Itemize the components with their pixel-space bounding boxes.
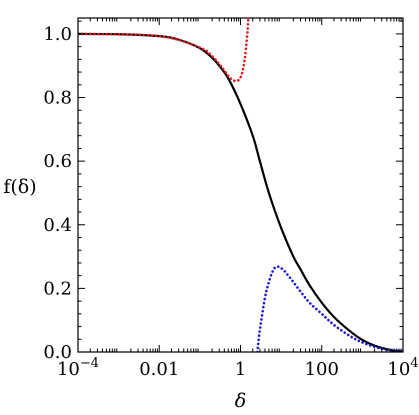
series-line-1 [78,32,403,352]
ticks-layer: 10−4 0.01 1 100 104 0.0 0.2 0.4 0.6 0.8 1.0 [43,18,419,380]
x-axis-label: δ [235,390,246,412]
y-tick-label: 0.4 [43,215,72,236]
y-tick-label: 0.0 [43,342,72,363]
series-layer [78,18,403,352]
x-tick-label: 0.01 [139,359,179,380]
x-tick-label: 10−4 [57,356,99,380]
y-tick-label: 0.6 [43,151,72,172]
x-tick-label: 104 [387,356,418,380]
y-tick-label: 0.2 [43,278,72,299]
series-line-3 [256,265,403,352]
x-tick-label: 1 [235,359,246,380]
y-tick-label: 1.0 [43,24,72,45]
x-tick-label: 100 [305,359,339,380]
y-axis-label: f(δ) [3,176,36,198]
series-line-2 [78,18,250,83]
y-tick-label: 0.8 [43,88,72,109]
plot-frame [77,17,404,353]
